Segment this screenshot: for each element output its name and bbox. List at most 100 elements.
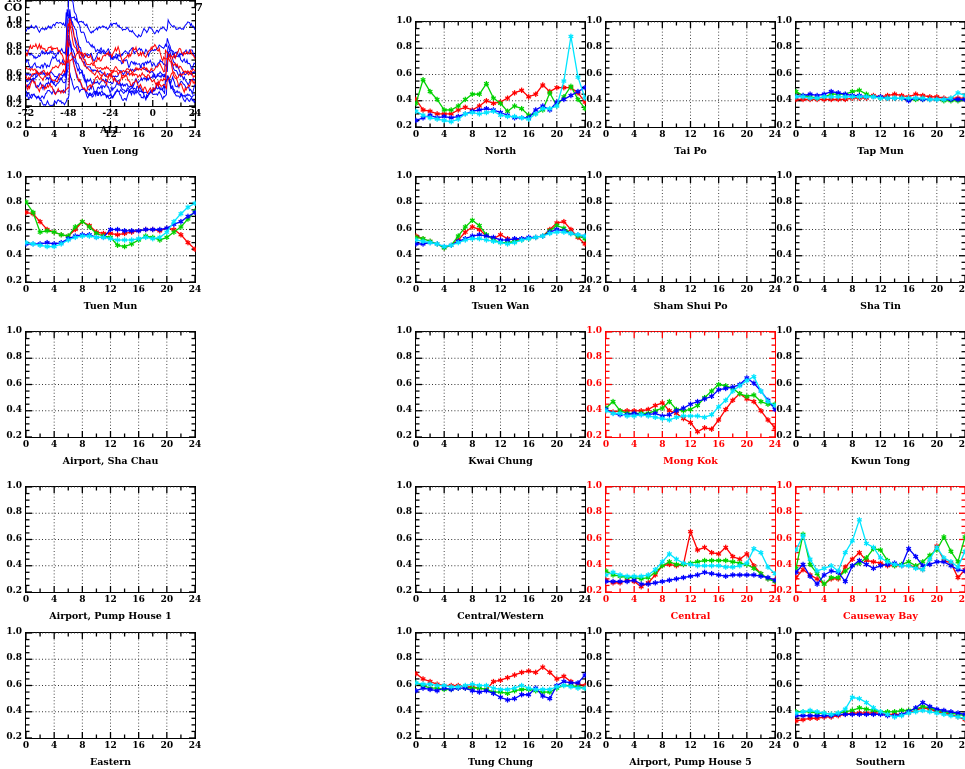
y-axis-tick-label: 1.0 [6,0,22,5]
x-axis-tick-label: 0 [22,741,30,751]
panel-title: Mong Kok [663,456,718,467]
y-axis-tick-label: 0.2 [6,100,22,110]
x-axis-tick-label: 20 [740,440,754,450]
y-axis-tick-label: 0.2 [6,732,22,742]
x-axis-tick-label: 8 [849,595,856,605]
x-axis-tick-label: 16 [902,595,915,605]
x-axis-tick-label: 4 [51,285,58,295]
x-axis-tick-label: 4 [441,440,448,450]
x-axis-tick-label: 16 [522,595,535,605]
x-axis-tick-label: 0 [22,130,30,140]
y-axis-tick-label: 0.2 [586,276,602,286]
x-axis-tick-label: 8 [849,130,856,140]
x-axis-tick-label: 16 [522,130,535,140]
x-axis-tick-label: 12 [104,130,117,140]
plot-canvas [25,486,196,593]
x-axis-tick-label: 16 [712,130,725,140]
x-axis-tick-label: 12 [874,440,887,450]
x-axis-tick-label: 0 [22,595,30,605]
y-axis-tick-label: 0.8 [586,352,602,363]
x-axis-tick-label: 20 [160,440,174,450]
panel-title: Airport, Sha Chau [62,456,159,467]
panel-title: Causeway Bay [843,611,918,622]
x-axis-tick-label: 12 [104,440,117,450]
plot-canvas [415,331,586,438]
x-axis-tick-label: 4 [821,130,828,140]
plot-panel-tap-mun: 0.2 0.4 0.6 0.8 1.0 0 4 8 12 16 20 24 Tap Mun [776,16,965,158]
y-axis-tick-label: 0.4 [396,705,412,716]
y-axis-tick-label: 0.8 [6,653,22,664]
y-axis-tick-label: 0.2 [396,121,412,131]
x-axis-tick-label: 24 [958,741,965,751]
panel-title: Tung Chung [468,757,533,768]
x-axis-tick-label: 24 [188,741,202,751]
x-axis-tick-label: 20 [740,595,754,605]
y-axis-tick-label: 0.8 [396,42,412,53]
x-axis-tick-label: 8 [659,285,666,295]
x-axis-tick-label: 0 [792,285,800,295]
y-axis-tick-label: 0.8 [586,653,602,664]
plot-panel-north: 0.2 0.4 0.6 0.8 1.0 0 4 8 12 16 20 24 North [396,16,591,158]
x-axis-tick-label: 16 [712,595,725,605]
x-axis-tick-label: 16 [132,741,145,751]
panel-title: Sham Shui Po [653,301,728,312]
x-axis-tick-label: 8 [469,595,476,605]
x-axis-tick-label: 8 [659,595,666,605]
plot-canvas [795,176,965,283]
x-axis-tick-label: 12 [874,741,887,751]
panel-title: Kwai Chung [468,456,533,467]
x-axis-tick-label: 4 [821,595,828,605]
plot-canvas [25,632,196,739]
y-axis-tick-label: 0.4 [6,705,22,716]
x-axis-tick-label: 12 [684,595,697,605]
x-axis-tick-label: 0 [602,741,610,751]
x-axis-tick-label: 20 [160,285,174,295]
panel-title: Tuen Mun [83,301,138,312]
x-axis-tick-label: 4 [821,440,828,450]
y-axis-tick-label: 0.6 [396,223,412,234]
x-axis-tick-label: 0 [792,130,800,140]
panel-title: Tap Mun [857,146,904,157]
plot-canvas [605,21,776,128]
y-axis-tick-label: 0.8 [586,197,602,208]
y-axis-tick-label: 0.8 [6,352,22,363]
x-axis-tick-label: 0 [22,285,30,295]
panel-title: Eastern [89,757,132,768]
y-axis-tick-label: 0.2 [776,276,792,286]
y-axis-tick-label: 0.8 [776,507,792,518]
plot-canvas [25,176,196,283]
x-axis-tick-label: 8 [659,440,666,450]
y-axis-tick-label: 0.4 [776,94,792,105]
y-axis-tick-label: 0.6 [586,679,602,690]
y-axis-tick-label: 0.6 [586,378,602,389]
y-axis-tick-label: 0.8 [396,653,412,664]
x-axis-tick-label: 8 [469,440,476,450]
x-axis-tick-label: -48 [60,109,77,119]
plot-canvas [605,632,776,739]
plot-panel-central-western: 0.2 0.4 0.6 0.8 1.0 0 4 8 12 16 20 24 Central/Wester… [396,481,591,623]
x-axis-tick-label: 16 [132,130,145,140]
y-axis-tick-label: 0.8 [776,653,792,664]
plot-panel-kwun-tong: 0.2 0.4 0.6 0.8 1.0 0 4 8 12 16 20 24 Kwun Tong [776,326,965,468]
y-axis-tick-label: 0.6 [396,68,412,79]
x-axis-tick-label: 8 [79,741,86,751]
y-axis-tick-label: 0.4 [396,559,412,570]
x-axis-tick-label: 24 [958,595,965,605]
y-axis-tick-label: 0.4 [776,404,792,415]
x-axis-tick-label: 16 [712,285,725,295]
panel-title: Southern [855,757,906,768]
x-axis-tick-label: 0 [602,130,610,140]
y-axis-tick-label: 0.4 [586,705,602,716]
y-axis-tick-label: 0.4 [776,705,792,716]
y-axis-tick-label: 0.8 [776,352,792,363]
x-axis-tick-label: 16 [522,440,535,450]
y-axis-tick-label: 0.6 [6,223,22,234]
y-axis-tick-label: 0.2 [586,121,602,131]
x-axis-tick-label: 0 [412,130,420,140]
y-axis-tick-label: 0.4 [396,404,412,415]
y-axis-tick-label: 0.4 [586,559,602,570]
x-axis-tick-label: 4 [441,285,448,295]
plot-canvas [415,632,586,739]
y-axis-tick-label: 1.0 [396,481,412,491]
y-axis-tick-label: 0.6 [396,679,412,690]
